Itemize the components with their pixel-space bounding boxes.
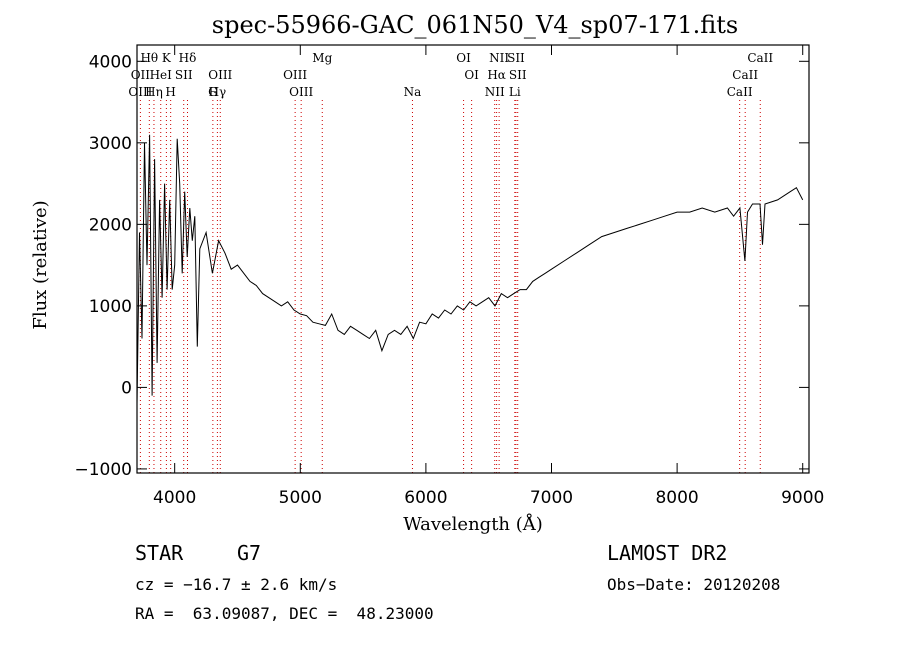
line-marker-label: SII	[507, 51, 525, 65]
line-marker-label: SII	[509, 68, 527, 82]
line-marker-label: OI	[464, 68, 479, 82]
survey-release: LAMOST DR2	[607, 541, 728, 565]
line-marker-label: Hθ	[140, 51, 158, 65]
line-marker-label: OII	[131, 68, 151, 82]
line-marker-label: Na	[404, 85, 422, 99]
y-tick-label: 2000	[89, 215, 132, 235]
line-marker-label: CaII	[747, 51, 773, 65]
spectrum-line	[136, 134, 804, 404]
line-marker-label: OIII	[208, 68, 232, 82]
x-axis-ticks: 4000 5000 6000 7000 8000 9000	[153, 45, 824, 508]
y-tick-label: 1000	[89, 297, 132, 317]
line-marker-label: Hη	[145, 85, 163, 99]
object-class: STAR	[135, 541, 184, 565]
line-marker-label: OIII	[128, 85, 152, 99]
line-marker-label: Hα	[487, 68, 506, 82]
y-axis-ticks: −1000 0 1000 2000 3000 4000	[74, 52, 809, 480]
x-tick-label: 6000	[404, 488, 447, 508]
sky-coordinates: RA = 63.09087, DEC = 48.23000	[135, 604, 434, 623]
x-tick-label: 5000	[279, 488, 322, 508]
line-marker-label: Li	[509, 85, 521, 99]
x-tick-label: 9000	[781, 488, 824, 508]
object-subclass: G7	[237, 541, 262, 565]
line-marker-label: OIII	[289, 85, 313, 99]
line-marker-label: HeI	[150, 68, 173, 82]
chart-title: spec-55966-GAC_061N50_V4_sp07-171.fits	[212, 11, 738, 39]
line-marker-label: NII	[485, 85, 505, 99]
line-marker-label: OIII	[283, 68, 307, 82]
line-marker-label: SII	[175, 68, 193, 82]
line-marker-label: H	[165, 85, 175, 99]
y-tick-label: 4000	[89, 52, 132, 72]
line-marker-label: K	[162, 51, 172, 65]
line-marker-label: CaII	[732, 68, 758, 82]
y-axis-label: Flux (relative)	[30, 200, 51, 329]
line-marker-label: NII	[489, 51, 509, 65]
observation-date: Obs−Date: 20120208	[607, 575, 781, 594]
x-tick-label: 4000	[153, 488, 196, 508]
line-marker-label: Hγ	[209, 85, 227, 99]
y-tick-label: −1000	[74, 460, 132, 480]
plot-frame	[136, 44, 810, 474]
x-axis-label: Wavelength (Å)	[403, 513, 543, 535]
y-tick-label: 3000	[89, 134, 132, 154]
line-marker-label: Hδ	[179, 51, 197, 65]
x-tick-label: 7000	[530, 488, 573, 508]
y-tick-label: 0	[121, 378, 132, 398]
line-marker-label: Mg	[312, 51, 332, 65]
x-tick-label: 8000	[655, 488, 698, 508]
line-marker-label: G	[208, 85, 218, 99]
redshift-velocity: cz = −16.7 ± 2.6 km/s	[135, 575, 338, 594]
line-marker-label: CaII	[727, 85, 753, 99]
line-marker-label: OI	[456, 51, 471, 65]
